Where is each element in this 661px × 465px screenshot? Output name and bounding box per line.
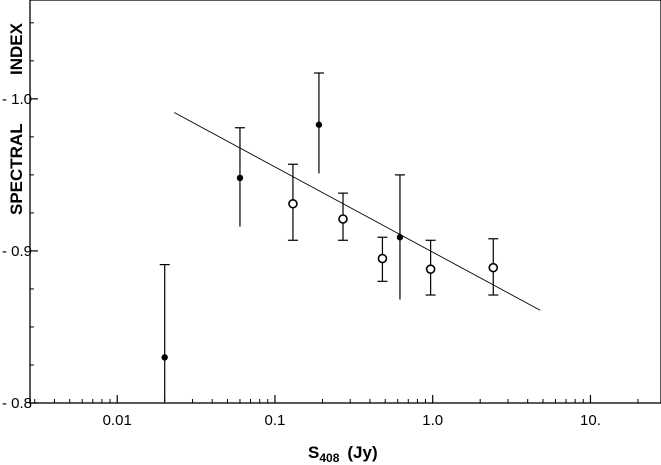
data-point-open — [488, 262, 499, 273]
x-axis-label: S408 (Jy) — [308, 443, 378, 465]
data-point-filled — [236, 174, 244, 182]
x-tick-label: 0.01 — [103, 412, 132, 429]
x-axis-ticks: 0.01 0.1 1.0 10. — [34, 395, 639, 429]
fit-line-group — [174, 112, 541, 311]
x-tick-label: 10. — [580, 412, 601, 429]
data-points — [161, 121, 499, 361]
data-point-open — [338, 214, 348, 224]
x-tick-label: 1.0 — [422, 412, 443, 429]
error-bars — [159, 72, 499, 402]
x-axis-label-sub: 408 — [319, 451, 339, 465]
y-axis-label-index: INDEX — [7, 22, 26, 75]
y-axis-label-spectral: SPECTRAL — [7, 123, 26, 215]
x-axis-label-main: S — [308, 443, 319, 462]
fit-line — [174, 112, 541, 311]
data-point-filled — [315, 121, 323, 128]
y-tick-label: - 1.0 — [2, 91, 32, 108]
data-point-filled — [161, 354, 168, 361]
data-point-filled — [396, 234, 404, 241]
data-point-open — [288, 198, 298, 209]
data-point-open — [377, 253, 388, 264]
x-tick-label: 0.1 — [265, 412, 286, 429]
plot-frame — [29, 0, 661, 404]
data-point-open — [425, 264, 436, 274]
y-tick-label: - 0.8 — [2, 395, 32, 412]
x-axis-label-unit: (Jy) — [347, 443, 377, 462]
y-tick-label: - 0.9 — [2, 243, 32, 260]
y-axis-ticks: - 1.0 - 0.9 - 0.8 — [2, 22, 38, 412]
